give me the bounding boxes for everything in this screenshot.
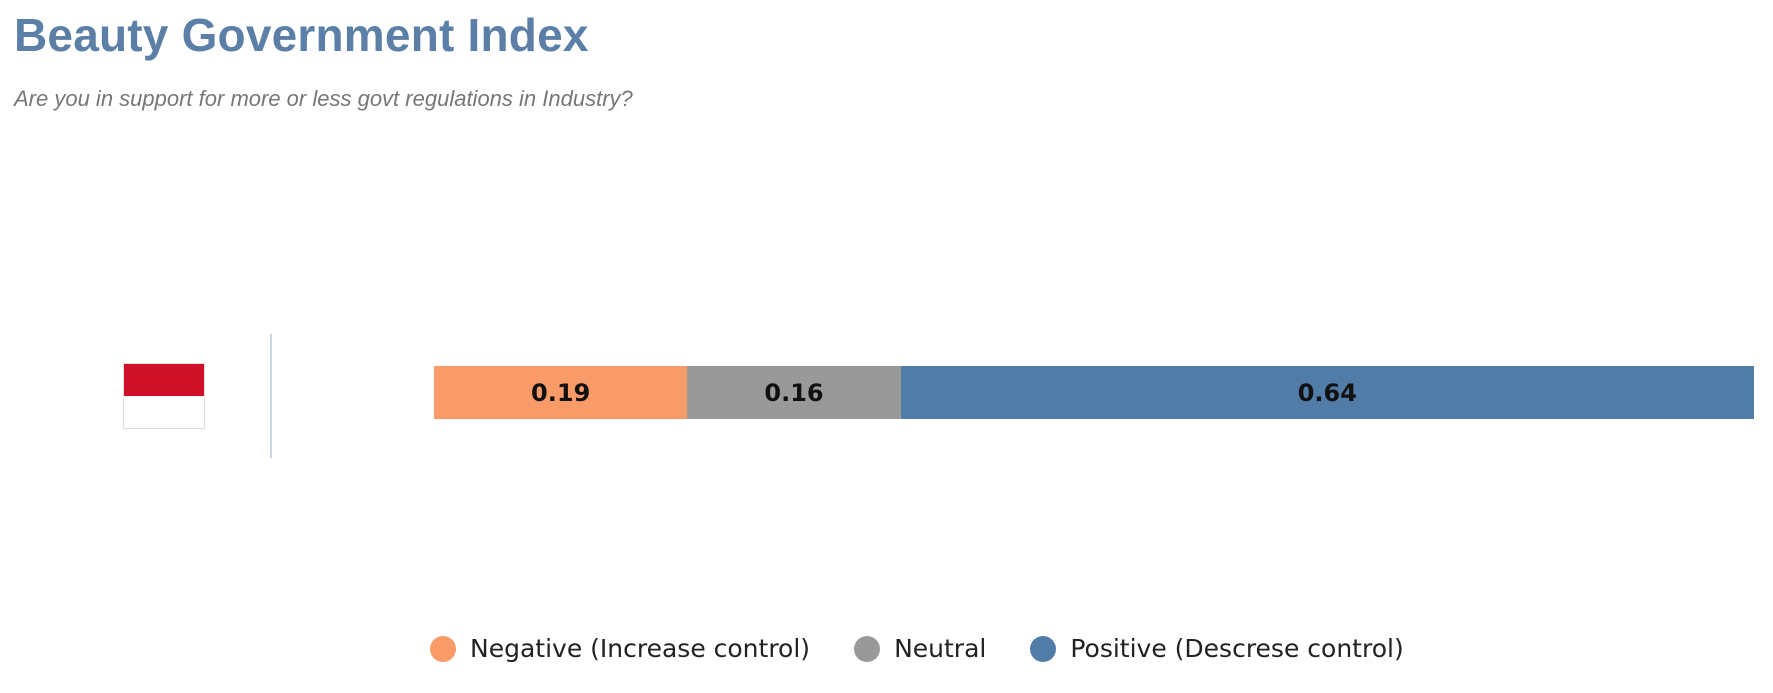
bar-segment-1: 0.19: [434, 366, 688, 419]
legend-item-2[interactable]: Neutral: [854, 634, 986, 663]
chart-legend: Negative (Increase control) Neutral Positi…: [430, 634, 1448, 663]
category-axis-line: [270, 334, 272, 458]
data-label-3: 0.64: [1297, 378, 1357, 407]
bar-segment-2: 0.16: [687, 366, 901, 419]
data-label-1: 0.19: [531, 378, 591, 407]
legend-item-1[interactable]: Negative (Increase control): [430, 634, 810, 663]
flag-red-stripe: [124, 364, 204, 396]
legend-item-3[interactable]: Positive (Descrese control): [1030, 634, 1404, 663]
chart-subtitle: Are you in support for more or less govt…: [14, 86, 633, 111]
bar-segment-3: 0.64: [900, 366, 1754, 419]
legend-label: Neutral: [894, 634, 987, 663]
stacked-bar: 0.19 0.16 0.64: [434, 366, 1754, 419]
legend-marker-icon: [430, 635, 456, 662]
legend-label: Positive (Descrese control): [1070, 634, 1404, 663]
legend-label: Negative (Increase control): [470, 634, 811, 663]
chart-title: Beauty Government Index: [14, 9, 589, 61]
legend-marker-icon: [1030, 635, 1057, 662]
indonesia-flag-icon: [123, 363, 205, 429]
legend-marker-icon: [854, 635, 881, 662]
data-label-2: 0.16: [764, 378, 824, 407]
